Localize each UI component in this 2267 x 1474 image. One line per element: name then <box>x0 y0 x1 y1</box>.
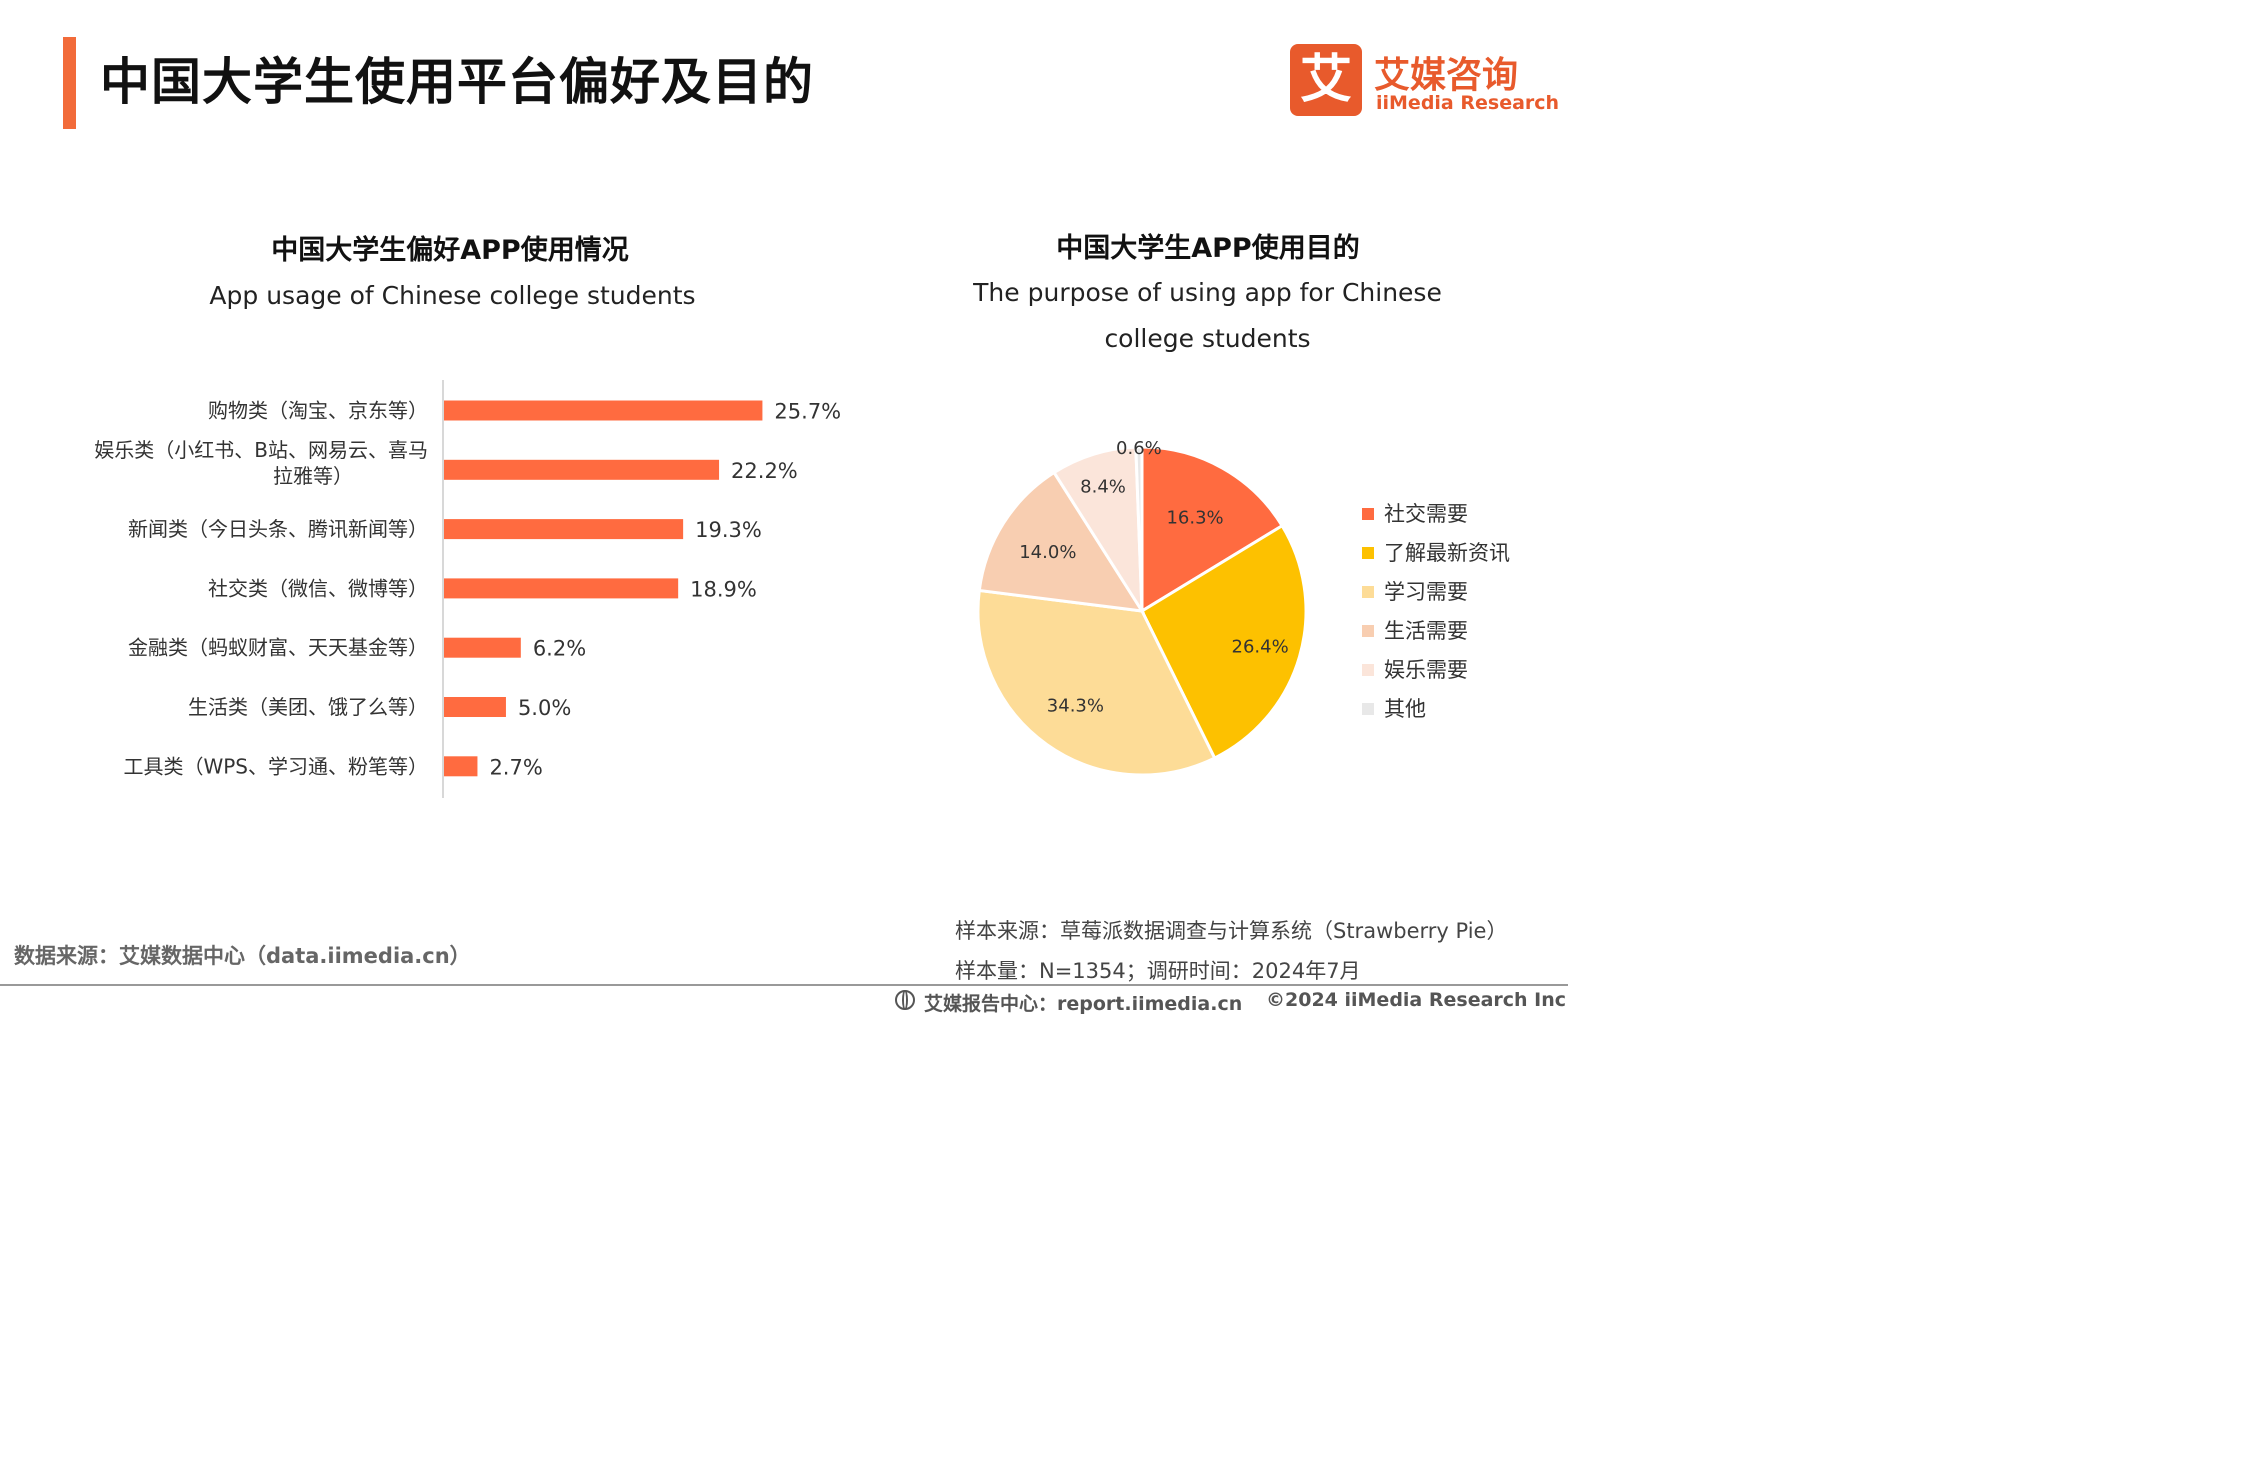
pie-slice <box>1134 445 1144 612</box>
pie-slice-label: 0.6% <box>1116 438 1162 459</box>
bar <box>444 697 506 717</box>
bar-value-label: 5.0% <box>518 696 571 720</box>
bar-category-label: 娱乐类（小红书、B站、网易云、喜马 <box>94 438 428 462</box>
pie-slice <box>976 588 1217 777</box>
sample-size: 样本量：N=1354；调研时间：2024年7月 <box>955 959 1361 983</box>
report-center-link[interactable]: 艾媒报告中心：report.iimedia.cn <box>924 993 1243 1015</box>
pie-chart: 16.3% 26.4% 34.3% 14.0% 8.4% 0.6% <box>976 438 1308 777</box>
bar-chart-title: 中国大学生偏好APP使用情况 <box>271 235 629 266</box>
bar-category-label: 生活类（美团、饿了么等） <box>188 695 428 719</box>
pie-slice <box>977 470 1145 613</box>
pie-slice <box>1052 445 1144 617</box>
bar <box>444 578 679 599</box>
title-accent-bar <box>63 37 76 129</box>
legend-label: 社交需要 <box>1384 502 1468 526</box>
bar-chart: 25.7% 购物类（淘宝、京东等） 22.2% 娱乐类（小红书、B站、网易云、喜马拉雅… <box>94 380 841 798</box>
bar <box>444 637 521 658</box>
legend-swatch <box>1362 508 1374 520</box>
pie-chart-subtitle: The purpose of using app for Chinese col… <box>973 278 1442 353</box>
page-title: 中国大学生使用平台偏好及目的 <box>100 53 814 111</box>
pie-slice-label: 26.4% <box>1232 636 1289 657</box>
sample-source: 样本来源：草莓派数据调查与计算系统（Strawberry Pie） <box>955 919 1508 943</box>
pie-slice-label: 34.3% <box>1047 696 1104 717</box>
bar-category-label: 工具类（WPS、学习通、粉笔等） <box>123 754 428 778</box>
logo-mark-glyph: 艾 <box>1299 50 1352 110</box>
footer-divider <box>0 984 1568 986</box>
copyright: ©2024 iiMedia Research Inc <box>1266 989 1567 1011</box>
pie-slice-label: 16.3% <box>1166 508 1223 529</box>
globe-icon <box>895 990 915 1010</box>
legend-label: 学习需要 <box>1384 580 1468 604</box>
legend-swatch <box>1362 547 1374 559</box>
legend-label: 其他 <box>1384 697 1426 721</box>
legend-swatch <box>1362 664 1374 676</box>
bar-value-label: 6.2% <box>533 637 586 661</box>
bar-category-label: 社交类（微信、微博等） <box>208 576 428 600</box>
bar-category-label: 金融类（蚂蚁财富、天天基金等） <box>128 636 428 660</box>
legend-swatch <box>1362 625 1374 637</box>
bar-value-label: 25.7% <box>774 400 841 424</box>
pie-slice-label: 8.4% <box>1080 477 1126 498</box>
pie-slice-label: 14.0% <box>1019 542 1076 563</box>
bar-category-label: 购物类（淘宝、京东等） <box>208 399 428 423</box>
legend-label: 生活需要 <box>1384 619 1468 643</box>
legend-swatch <box>1362 703 1374 715</box>
data-source: 数据来源：艾媒数据中心（data.iimedia.cn） <box>14 944 471 968</box>
bar-value-label: 22.2% <box>731 459 798 483</box>
pie-slice <box>1140 523 1308 761</box>
pie-slice <box>1140 445 1285 614</box>
bar <box>444 756 478 777</box>
legend-swatch <box>1362 586 1374 598</box>
bar-category-label: 新闻类（今日头条、腾讯新闻等） <box>128 517 428 541</box>
bar-value-label: 18.9% <box>690 577 757 601</box>
bar-value-label: 2.7% <box>489 755 542 779</box>
logo-name-en: iiMedia Research <box>1376 92 1560 114</box>
legend-label: 了解最新资讯 <box>1384 541 1510 565</box>
bar <box>444 459 720 480</box>
bar <box>444 519 684 540</box>
bar-chart-subtitle: App usage of Chinese college students <box>209 281 696 310</box>
brand-logo: 艾 艾媒咨询 iiMedia Research <box>1290 44 1559 116</box>
bar-value-label: 19.3% <box>695 518 762 542</box>
logo-name-cn: 艾媒咨询 <box>1374 55 1519 96</box>
bar-category-label: 拉雅等） <box>273 464 353 488</box>
pie-chart-title: 中国大学生APP使用目的 <box>1056 233 1360 264</box>
bar <box>444 400 763 421</box>
legend-label: 娱乐需要 <box>1384 658 1468 682</box>
logo-mark: 艾 <box>1290 44 1362 116</box>
